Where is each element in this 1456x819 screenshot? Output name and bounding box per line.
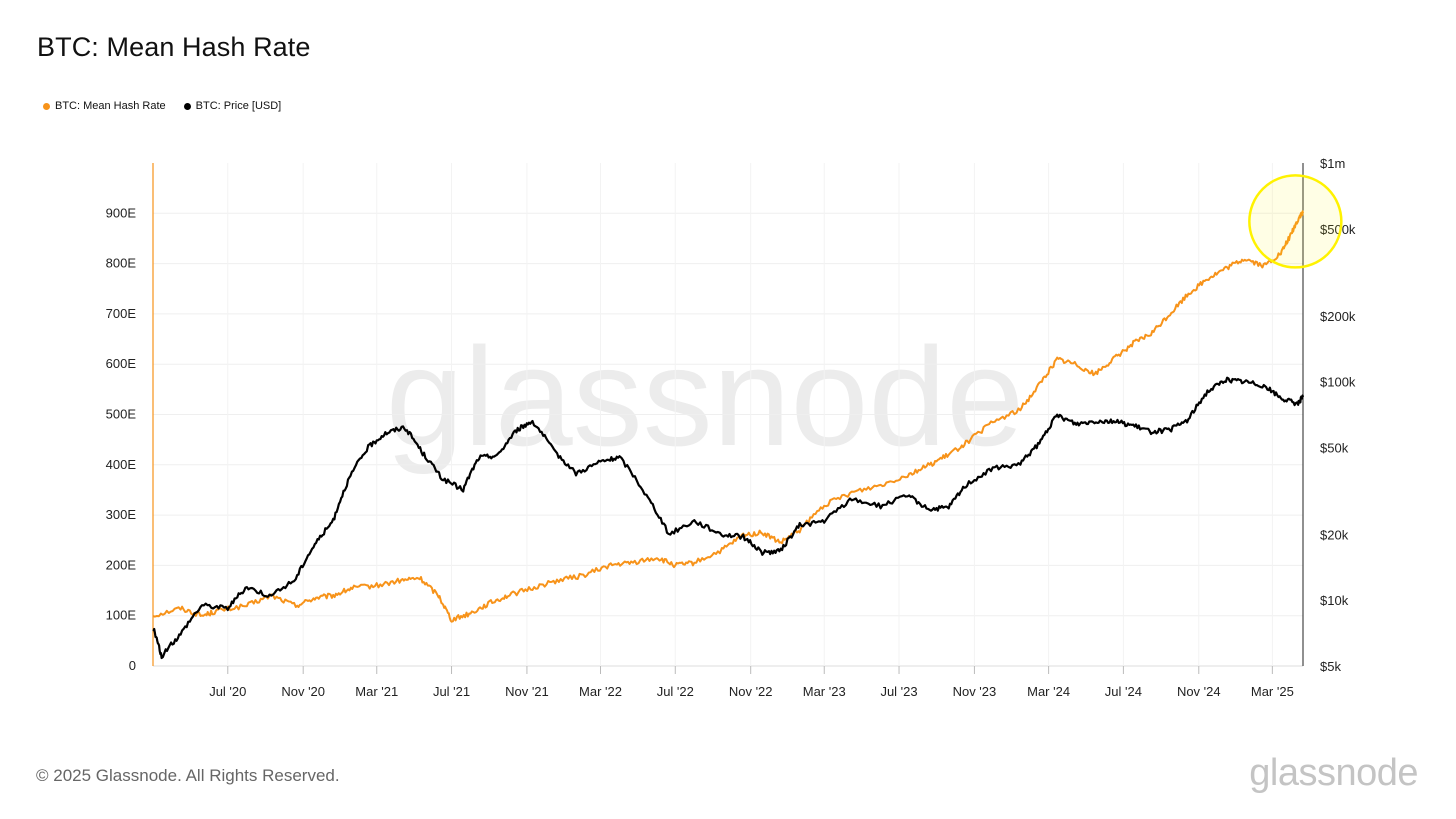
x-tick-label: Nov '22: [729, 684, 773, 699]
x-tick-label: Nov '24: [1177, 684, 1221, 699]
y-left-tick-label: 0: [129, 658, 136, 673]
x-tick-label: Mar '21: [355, 684, 398, 699]
y-left-tick-label: 100E: [106, 608, 137, 623]
x-tick-label: Nov '20: [281, 684, 325, 699]
y-right-tick-label: $200k: [1320, 309, 1356, 324]
legend-label-hashrate: BTC: Mean Hash Rate: [55, 100, 166, 112]
y-left-tick-label: 300E: [106, 507, 137, 522]
y-right-tick-label: $50k: [1320, 440, 1349, 455]
y-right-tick-label: $20k: [1320, 527, 1349, 542]
copyright-text: © 2025 Glassnode. All Rights Reserved.: [36, 766, 340, 785]
legend-dot-price: [183, 102, 191, 110]
y-left-tick-label: 800E: [106, 256, 137, 271]
chart-legend: BTC: Mean Hash Rate BTC: Price [USD]: [43, 100, 281, 112]
x-tick-label: Mar '25: [1251, 684, 1294, 699]
x-tick-label: Mar '22: [579, 684, 622, 699]
highlight-circle: [1248, 174, 1343, 269]
series-line-hashrate: [152, 210, 1304, 623]
legend-label-price: BTC: Price [USD]: [195, 100, 282, 112]
y-right-tick-label: $5k: [1320, 659, 1341, 674]
y-left-tick-label: 200E: [106, 557, 137, 572]
y-left-tick-label: 700E: [106, 306, 137, 321]
x-tick-label: Jul '23: [880, 684, 917, 699]
y-right-tick-label: $1m: [1320, 156, 1345, 171]
y-right-tick-label: $10k: [1320, 593, 1349, 608]
y-right-tick-label: $100k: [1320, 375, 1356, 390]
x-tick-label: Mar '24: [1027, 684, 1070, 699]
x-tick-label: Jul '21: [433, 684, 470, 699]
x-tick-label: Jul '20: [209, 684, 246, 699]
chart-watermark: glassnode: [386, 318, 1024, 475]
x-tick-label: Nov '23: [953, 684, 997, 699]
y-left-tick-label: 400E: [106, 457, 137, 472]
y-left-tick-label: 500E: [106, 407, 137, 422]
y-left-tick-label: 900E: [106, 205, 137, 220]
chart-title: BTC: Mean Hash Rate: [37, 32, 311, 62]
legend-dot-hashrate: [43, 102, 50, 110]
series-line-price: [152, 376, 1305, 660]
x-tick-label: Mar '23: [803, 684, 846, 699]
x-tick-label: Nov '21: [505, 684, 549, 699]
y-left-tick-label: 600E: [106, 356, 137, 371]
x-tick-label: Jul '24: [1105, 684, 1142, 699]
brand-logo: glassnode: [1249, 752, 1418, 794]
legend-item-hashrate[interactable]: BTC: Mean Hash Rate: [43, 100, 166, 112]
legend-item-price[interactable]: BTC: Price [USD]: [183, 100, 282, 112]
y-right-tick-label: $500k: [1320, 222, 1356, 237]
x-tick-label: Jul '22: [657, 684, 694, 699]
